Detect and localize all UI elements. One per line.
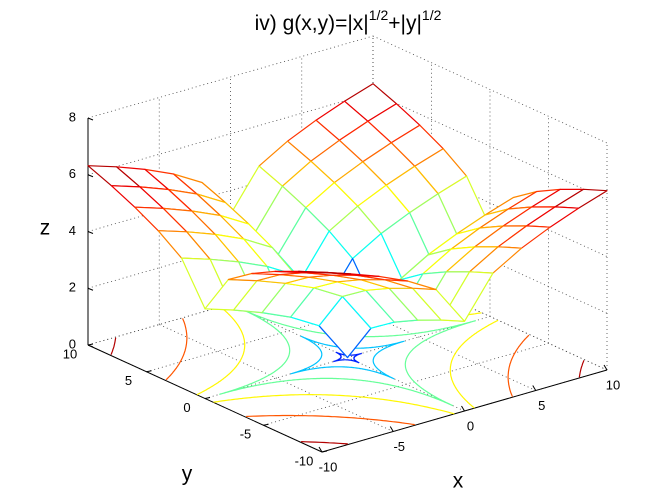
tick-mark (87, 344, 94, 348)
chart-title: iv) g(x,y)=|x|1/2+|y|1/2 (255, 7, 442, 35)
tick-mark (461, 405, 465, 412)
tick-mark (389, 426, 394, 432)
grid-line (372, 35, 608, 144)
title-superscript: 1/2 (422, 7, 442, 23)
y-tick-label: -10 (295, 453, 314, 468)
tick-mark (87, 287, 94, 291)
surface-cell (298, 270, 352, 275)
grid-line (87, 92, 374, 176)
grid-line (372, 262, 608, 371)
grid-line (263, 342, 549, 426)
x-axis-label: x (453, 470, 464, 493)
y-tick-label: -5 (240, 427, 252, 442)
x-tick-label: -5 (393, 439, 405, 454)
grid-line (87, 35, 374, 119)
grid-line (87, 149, 374, 232)
grid-line (372, 149, 608, 257)
x-tick-label: 5 (538, 398, 545, 413)
z-tick-label: 6 (69, 166, 76, 181)
y-tick-label: 10 (63, 346, 77, 361)
y-tick-label: 0 (183, 400, 190, 415)
tick-mark (321, 450, 328, 453)
grid-line (146, 289, 432, 373)
x-tick-label: -10 (319, 459, 338, 474)
y-tick-label: 5 (125, 373, 132, 388)
z-tick-label: 8 (69, 109, 76, 124)
grid-line (372, 92, 608, 201)
tick-mark (204, 397, 211, 399)
tick-mark (87, 174, 94, 178)
tick-mark (532, 385, 537, 391)
y-axis-label: y (182, 463, 193, 486)
z-tick-label: 4 (69, 223, 76, 238)
z-tick-label: 2 (69, 280, 76, 295)
tick-mark (603, 364, 608, 371)
tick-mark (87, 117, 94, 121)
tick-mark (263, 423, 269, 426)
grid-line (159, 324, 394, 432)
z-tick-label: 0 (69, 336, 76, 351)
tick-mark (87, 231, 94, 234)
title-superscript: 1/2 (369, 7, 389, 23)
x-tick-label: 10 (606, 377, 620, 392)
x-tick-label: 0 (467, 418, 474, 433)
title-part: +|y| (388, 12, 422, 35)
z-axis-label: z (40, 217, 51, 240)
title-part: iv) g(x,y)=|x| (255, 12, 369, 35)
grid-line (301, 283, 536, 391)
tick-mark (146, 370, 152, 373)
tick-mark (318, 446, 323, 453)
